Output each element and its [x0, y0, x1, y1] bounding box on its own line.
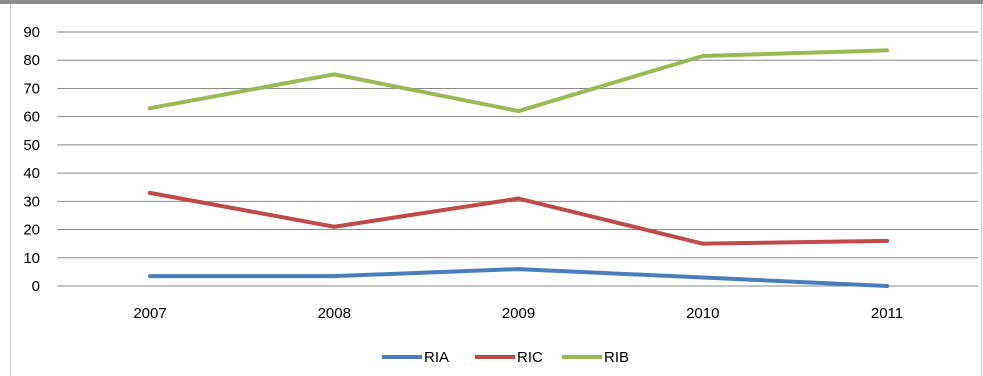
x-tick-label: 2010 — [686, 305, 719, 322]
gridlines — [57, 31, 978, 287]
series-line-ria — [148, 267, 889, 288]
legend: RIA RIC RIB — [382, 349, 629, 366]
y-tick-label: 0 — [32, 278, 40, 295]
data-point-ria — [516, 267, 521, 272]
x-tick-label: 2007 — [133, 305, 166, 322]
x-tick-label: 2008 — [318, 305, 351, 322]
series-lines — [148, 48, 889, 288]
right-border — [981, 4, 982, 376]
x-axis-ticks: 2007 2008 2009 2010 2011 — [133, 305, 903, 322]
legend-label-ria: RIA — [424, 349, 449, 366]
left-border — [10, 4, 11, 376]
x-tick-label: 2011 — [871, 305, 903, 322]
top-border — [0, 0, 983, 4]
data-point-ric — [700, 241, 705, 246]
y-tick-label: 60 — [23, 109, 40, 126]
data-point-ric — [148, 190, 152, 195]
legend-label-ric: RIC — [517, 349, 543, 366]
x-tick-label: 2009 — [502, 305, 535, 322]
series-line-rib — [148, 48, 889, 114]
data-point-ria — [700, 275, 705, 280]
data-point-rib — [885, 48, 889, 53]
data-point-ria — [885, 284, 889, 288]
data-point-ria — [148, 274, 152, 279]
data-point-ric — [516, 196, 521, 201]
y-axis-ticks: 0 10 20 30 40 50 60 70 80 90 — [23, 24, 40, 295]
data-point-rib — [516, 109, 521, 114]
y-tick-label: 20 — [23, 222, 40, 239]
data-point-rib — [332, 72, 337, 77]
y-tick-label: 80 — [23, 52, 40, 69]
data-point-ria — [332, 274, 337, 279]
data-point-rib — [700, 53, 705, 58]
y-tick-label: 30 — [23, 193, 40, 210]
y-tick-label: 90 — [23, 24, 40, 41]
data-point-ric — [332, 224, 337, 229]
data-point-rib — [148, 106, 152, 111]
y-tick-label: 40 — [23, 165, 40, 182]
y-tick-label: 50 — [23, 137, 40, 154]
y-tick-label: 10 — [23, 250, 40, 267]
y-tick-label: 70 — [23, 80, 40, 97]
data-point-ric — [885, 238, 889, 243]
legend-label-rib: RIB — [604, 349, 629, 366]
